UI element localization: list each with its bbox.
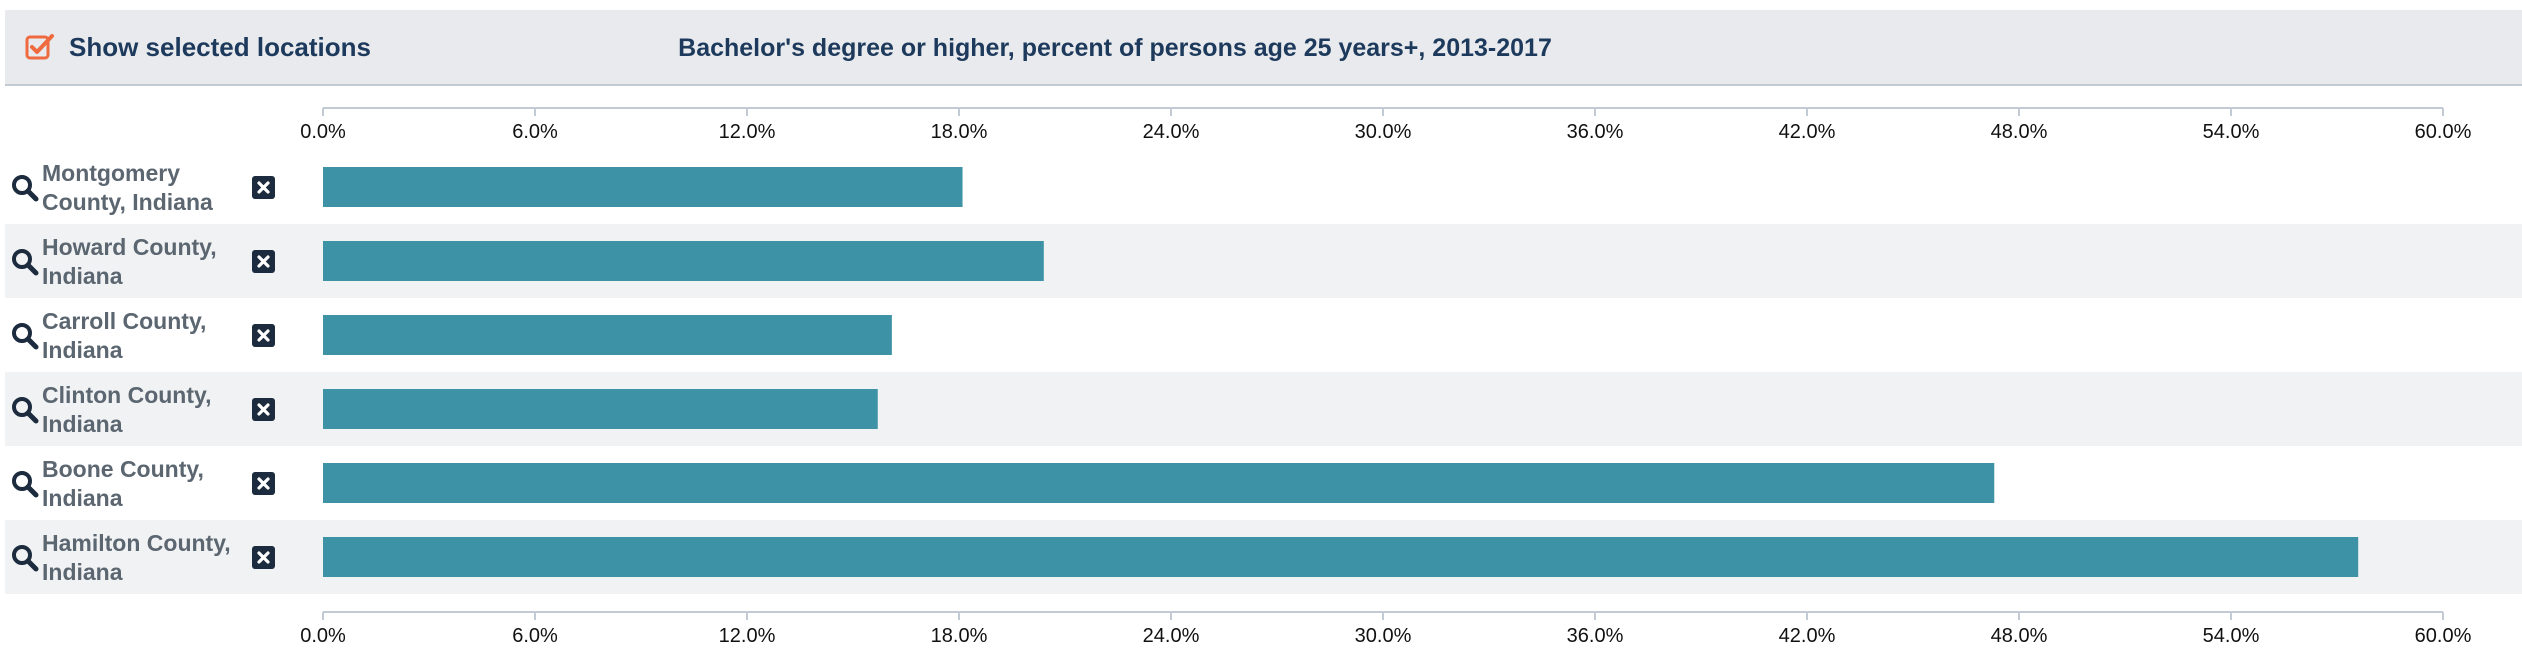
location-label: Clinton County, (42, 382, 211, 408)
location-label: Indiana (42, 485, 123, 511)
remove-icon[interactable] (252, 250, 275, 273)
top-axis-tick-label: 42.0% (1779, 121, 1836, 143)
top-axis-tick-label: 48.0% (1991, 121, 2048, 143)
bottom-axis-tick-label: 12.0% (719, 625, 776, 647)
bottom-axis-tick-label: 30.0% (1355, 625, 1412, 647)
remove-icon[interactable] (252, 176, 275, 199)
location-label: Montgomery (42, 160, 180, 186)
bottom-axis-tick-label: 6.0% (512, 625, 558, 647)
search-icon[interactable] (12, 397, 39, 424)
bottom-axis-tick-label: 24.0% (1143, 625, 1200, 647)
location-label: Indiana (42, 263, 123, 289)
remove-icon[interactable] (252, 398, 275, 421)
bar[interactable] (323, 389, 878, 429)
chart-title: Bachelor's degree or higher, percent of … (678, 34, 1552, 62)
show-selected-locations-label: Show selected locations (69, 31, 371, 62)
bottom-axis-tick-label: 42.0% (1779, 625, 1836, 647)
bottom-axis-tick-label: 54.0% (2203, 625, 2260, 647)
location-label: Indiana (42, 559, 123, 585)
top-axis-tick-label: 12.0% (719, 121, 776, 143)
bar[interactable] (323, 315, 892, 355)
location-label: Hamilton County, (42, 530, 231, 556)
top-axis-tick-label: 24.0% (1143, 121, 1200, 143)
location-label: Howard County, (42, 234, 217, 260)
top-axis-tick-label: 36.0% (1567, 121, 1624, 143)
location-label: Indiana (42, 411, 123, 437)
location-label: Indiana (42, 337, 123, 363)
top-axis-tick-label: 60.0% (2415, 121, 2472, 143)
show-selected-locations-toggle[interactable]: Show selected locations (25, 32, 371, 62)
bottom-axis-tick-label: 0.0% (300, 625, 346, 647)
chart-header: Show selected locations Bachelor's degre… (5, 10, 2522, 86)
location-label: Carroll County, (42, 308, 206, 334)
top-axis-tick-label: 18.0% (931, 121, 988, 143)
location-label: County, Indiana (42, 189, 213, 215)
search-icon[interactable] (12, 545, 39, 572)
top-axis-tick-label: 0.0% (300, 121, 346, 143)
bottom-axis-tick-label: 48.0% (1991, 625, 2048, 647)
remove-icon[interactable] (252, 546, 275, 569)
top-axis-tick-label: 30.0% (1355, 121, 1412, 143)
bottom-axis-tick-label: 18.0% (931, 625, 988, 647)
search-icon[interactable] (12, 323, 39, 350)
top-axis-tick-label: 54.0% (2203, 121, 2260, 143)
search-icon[interactable] (12, 175, 39, 202)
remove-icon[interactable] (252, 324, 275, 347)
search-icon[interactable] (12, 471, 39, 498)
bar[interactable] (323, 463, 1995, 503)
search-icon[interactable] (12, 249, 39, 276)
bar[interactable] (323, 537, 2359, 577)
top-axis-tick-label: 6.0% (512, 121, 558, 143)
bar[interactable] (323, 241, 1044, 281)
location-label: Boone County, (42, 456, 204, 482)
bar[interactable] (323, 167, 963, 207)
bottom-axis-tick-label: 36.0% (1567, 625, 1624, 647)
checkbox-checked-icon[interactable] (25, 32, 55, 62)
remove-icon[interactable] (252, 472, 275, 495)
bottom-axis-tick-label: 60.0% (2415, 625, 2472, 647)
